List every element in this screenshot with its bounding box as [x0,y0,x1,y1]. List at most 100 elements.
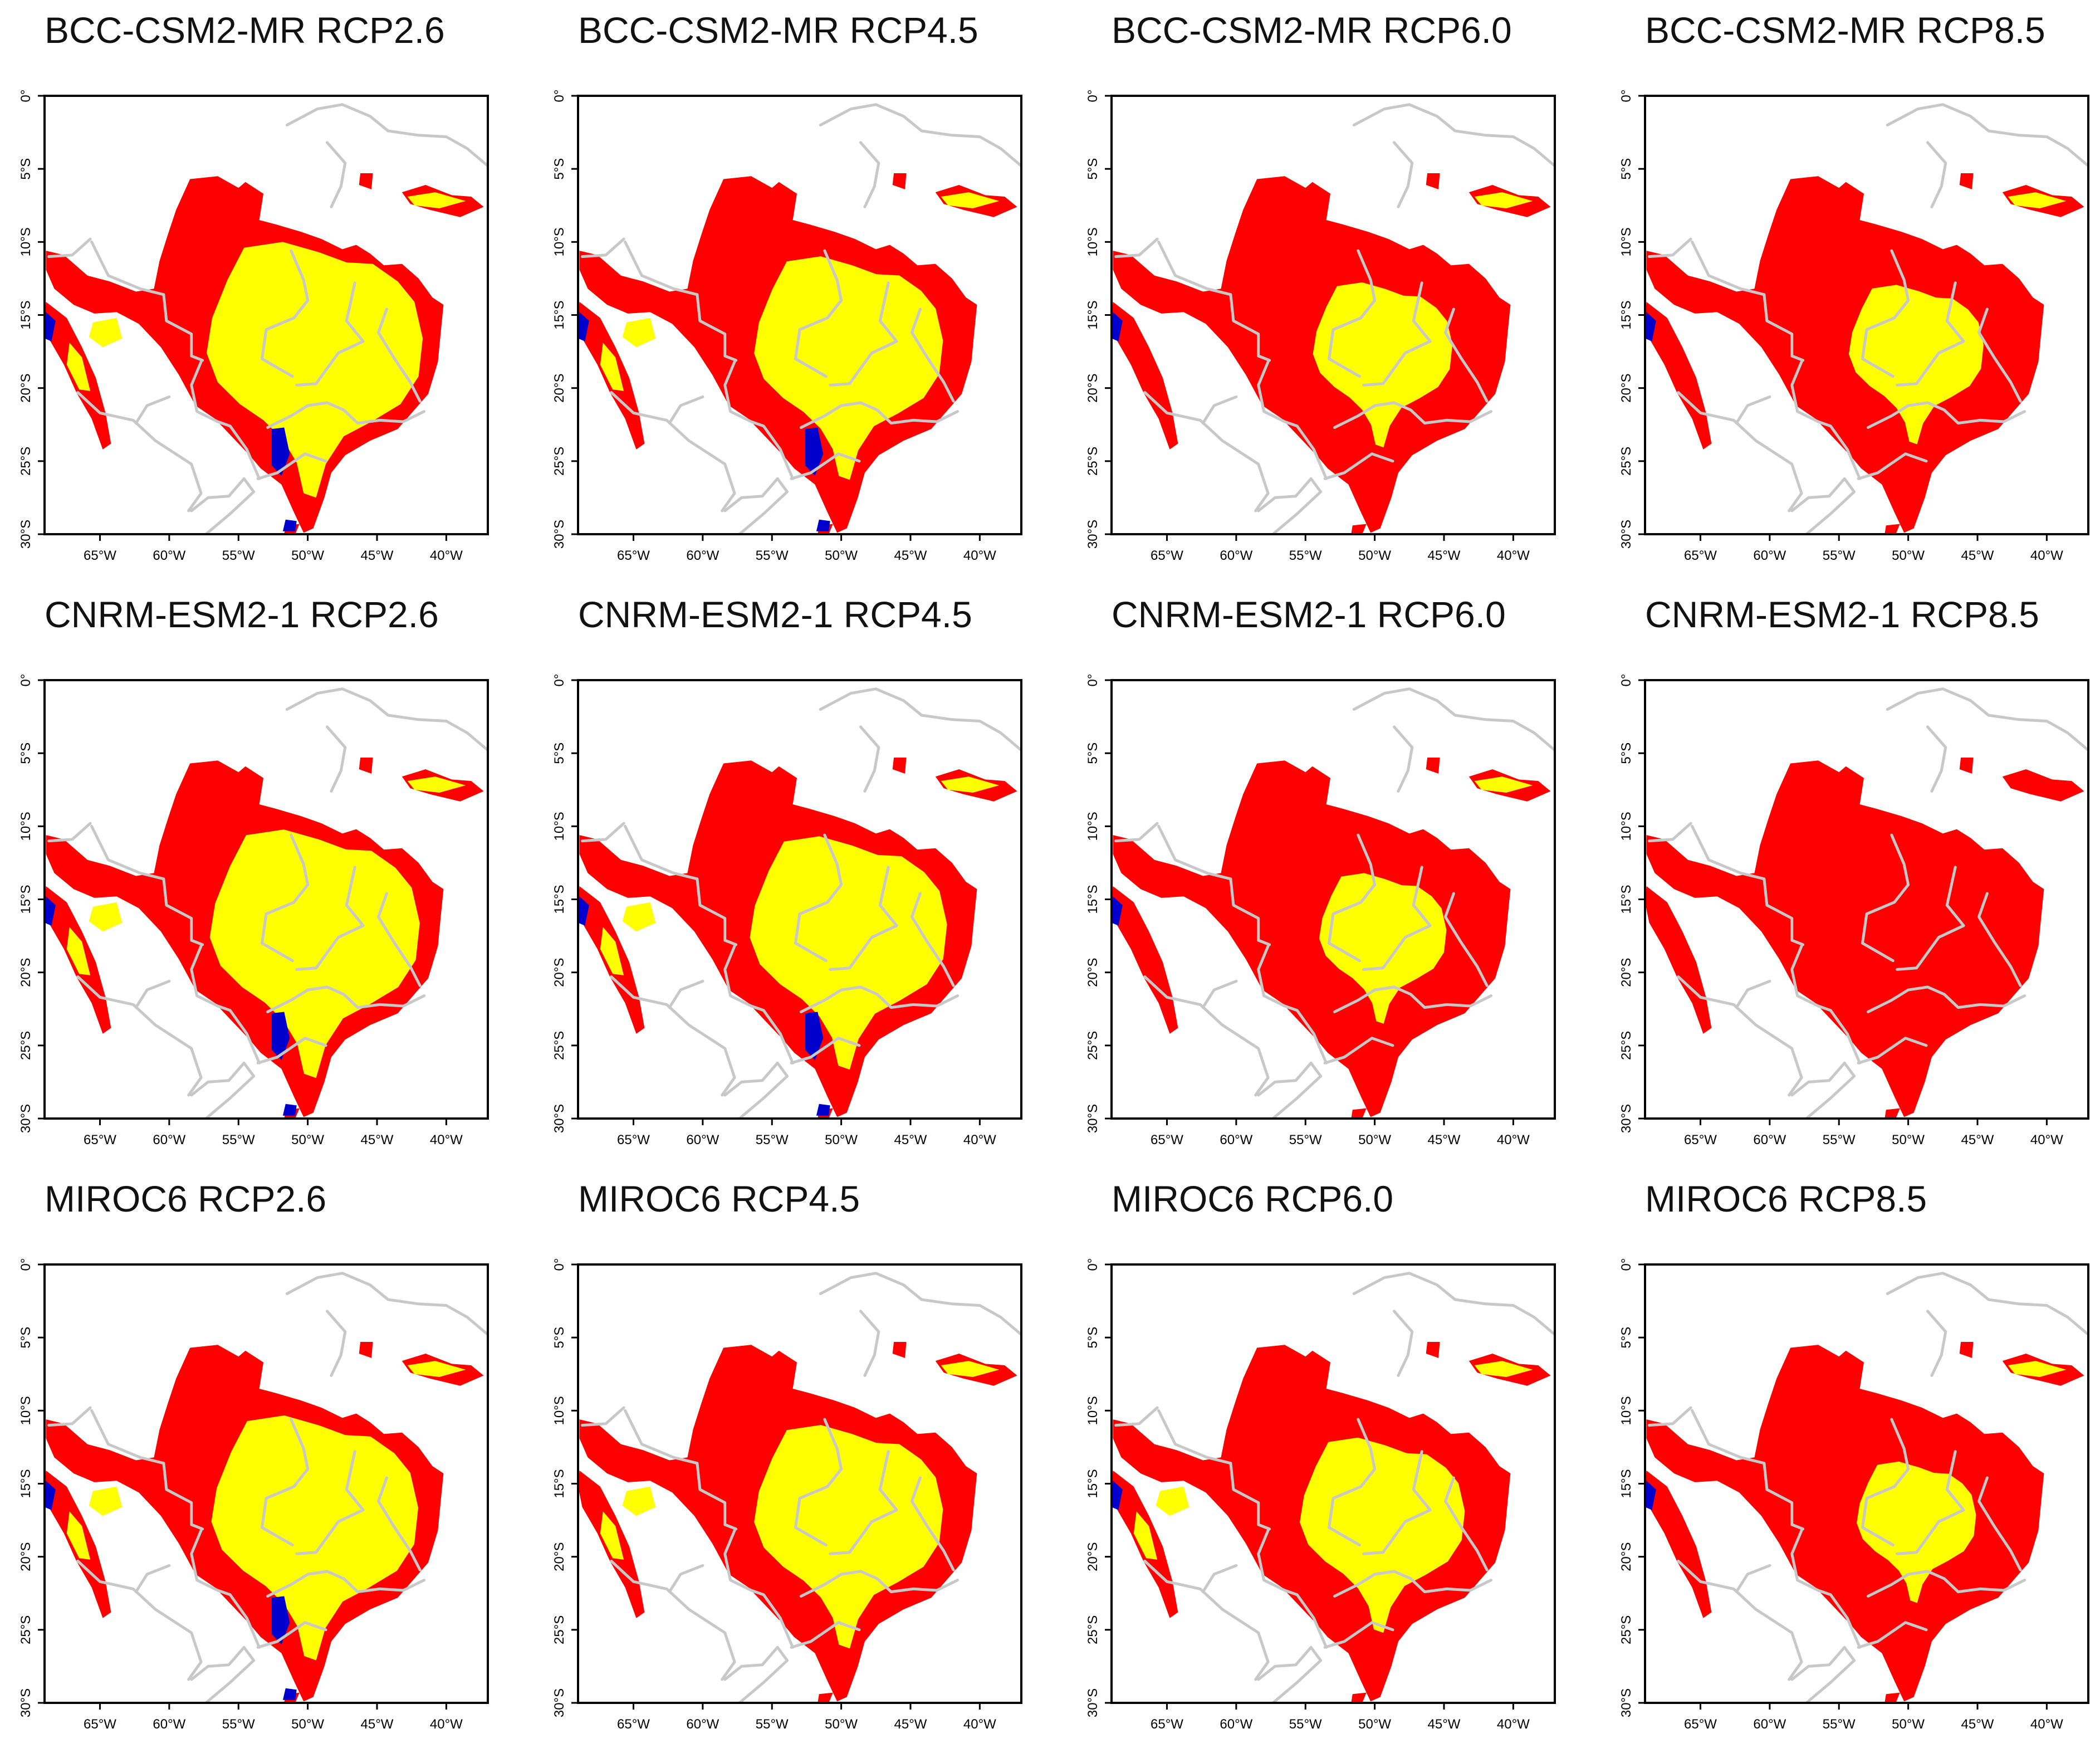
y-tick-label: 5°S [552,158,567,180]
boundary-line [295,1450,365,1555]
x-tick-label: 40°W [1497,1132,1530,1147]
x-tick-label: 60°W [686,1717,719,1732]
y-tick-label: 15°S [1619,885,1634,914]
boundary-line [1790,1645,1856,1703]
boundary-line [819,103,1021,168]
map-layers [1645,103,2088,534]
y-tick-label: 0° [1619,674,1634,687]
boundary-line [800,985,960,1013]
boundary-line [285,1272,488,1336]
boundary-line [190,1061,256,1119]
x-tick-label: 65°W [84,548,116,563]
panel-title: CNRM-ESM2-1 RCP4.5 [578,594,972,635]
yellow-fragment [89,1486,123,1516]
y-tick-label: 30°S [1085,520,1100,549]
boundary-line [90,240,204,362]
y-tick-label: 30°S [552,520,567,549]
boundary-line [668,395,704,425]
yellow-zone [754,256,943,480]
map-panel: MIROC6 RCP8.5 65°W 60°W 55°W 50°W 45°W 40°W 0° 5… [1600,1169,2100,1753]
y-tick-label: 25°S [1085,1615,1100,1644]
boundary-line [1257,477,1323,534]
x-tick-label: 65°W [1684,1132,1717,1147]
map-panel: CNRM-ESM2-1 RCP4.5 65°W 60°W 55°W 50°W 45°W 40… [533,584,1057,1169]
blue-zone [271,427,290,476]
y-tick-label: 0° [18,1258,33,1271]
boundary-line [295,866,365,971]
x-tick-label: 65°W [617,1132,650,1147]
yellow-fragment [941,777,1000,793]
red-fragment [1351,524,1367,534]
x-tick-label: 55°W [222,1132,255,1147]
map-panel: MIROC6 RCP2.6 65°W 60°W 55°W 50°W 45°W 40°W 0° 5… [0,1169,523,1753]
y-tick-label: 10°S [1619,1396,1634,1425]
x-tick-label: 45°W [894,548,927,563]
y-tick-label: 0° [552,90,567,102]
boundary-line [1352,103,1555,168]
blue-zone [805,1012,824,1061]
y-tick-label: 0° [552,674,567,687]
y-tick-label: 25°S [552,1031,567,1060]
x-tick-label: 45°W [894,1132,927,1147]
boundary-line [1857,1037,1928,1065]
map-layers [1112,1272,1555,1703]
map-figure: 65°W 60°W 55°W 50°W 45°W 40°W 0° 5°S 10°S 15°S 20°… [1619,90,2089,563]
x-tick-label: 60°W [1753,1717,1786,1732]
y-tick-label: 20°S [18,374,33,403]
blue-zone [1112,312,1123,341]
panel-title: CNRM-ESM2-1 RCP2.6 [45,594,439,635]
boundary-line [624,240,738,362]
y-tick-label: 30°S [18,1104,33,1133]
boundary-line [790,1621,861,1649]
y-tick-label: 5°S [18,743,33,764]
y-tick-label: 30°S [1619,1104,1634,1133]
x-tick-label: 40°W [2030,1132,2063,1147]
boundary-line [723,1645,789,1703]
panel-title: MIROC6 RCP4.5 [578,1178,860,1219]
panel-title: MIROC6 RCP8.5 [1645,1178,1927,1219]
x-tick-label: 60°W [686,548,719,563]
yellow-fragment [1474,192,1533,208]
x-tick-label: 60°W [1220,548,1252,563]
x-tick-label: 50°W [825,1717,858,1732]
map-figure: 65°W 60°W 55°W 50°W 45°W 40°W 0° 5°S 10°S 15°S 20°… [18,674,489,1147]
boundary-line [190,360,261,480]
y-tick-label: 30°S [18,520,33,549]
blue-zone [45,312,56,341]
boundary-line [1977,892,2022,987]
boundary-line [1257,1529,1328,1649]
yellow-fragment [600,927,624,975]
y-tick-label: 25°S [1619,1615,1634,1644]
red-fragment [1884,1692,1900,1703]
boundary-line [829,281,898,387]
y-tick-label: 20°S [1619,958,1634,987]
y-tick-label: 20°S [1085,1542,1100,1571]
boundary-line [256,1621,327,1649]
blue-zone [271,1012,290,1061]
x-tick-label: 65°W [84,1132,116,1147]
y-tick-label: 20°S [18,1542,33,1571]
boundary-line [76,391,203,512]
map-layers [45,687,488,1119]
x-tick-label: 60°W [1753,1132,1786,1147]
boundary-line [1157,824,1271,946]
blue-zone [282,519,297,531]
map-figure: 65°W 60°W 55°W 50°W 45°W 40°W 0° 5°S 10°S 15°S 20°… [552,1258,1022,1732]
boundary-line [723,477,789,534]
map-figure: 65°W 60°W 55°W 50°W 45°W 40°W 0° 5°S 10°S 15°S 20°… [1085,1258,1556,1732]
y-tick-label: 25°S [1619,1031,1634,1060]
map-figure: 65°W 60°W 55°W 50°W 45°W 40°W 0° 5°S 10°S 15°S 20°… [18,1258,489,1732]
x-tick-label: 65°W [617,1717,650,1732]
x-tick-label: 60°W [1220,1132,1252,1147]
y-tick-label: 30°S [1619,520,1634,549]
boundary-line [1857,452,1928,480]
x-tick-label: 65°W [1684,548,1717,563]
boundary-line [723,1529,795,1649]
boundary-line [1393,725,1414,793]
boundary-line [295,281,365,387]
yellow-fragment [2008,1361,2067,1377]
boundary-line [723,944,795,1065]
boundary-line [794,833,843,963]
boundary-line [1323,1621,1394,1649]
x-tick-label: 55°W [1289,1717,1322,1732]
